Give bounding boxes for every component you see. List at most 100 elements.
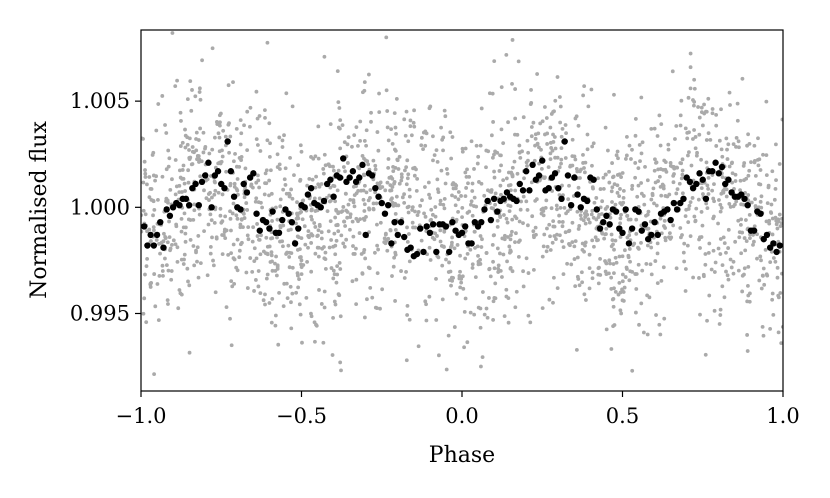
raw-point xyxy=(354,216,359,221)
raw-point xyxy=(294,290,299,295)
raw-point xyxy=(596,281,601,286)
raw-point xyxy=(421,130,426,135)
binned-point xyxy=(574,191,581,198)
raw-point xyxy=(231,159,236,164)
binned-point xyxy=(487,216,495,224)
raw-point xyxy=(442,206,447,211)
raw-point xyxy=(686,207,691,211)
raw-point xyxy=(758,199,763,204)
raw-point xyxy=(375,243,380,248)
raw-point xyxy=(680,191,685,196)
raw-point xyxy=(648,262,653,267)
binned-point xyxy=(513,197,520,205)
raw-point xyxy=(645,178,650,183)
raw-point xyxy=(354,277,359,282)
raw-point xyxy=(582,166,586,170)
raw-point xyxy=(577,224,582,228)
raw-point xyxy=(442,197,447,201)
raw-point xyxy=(350,279,355,284)
raw-point xyxy=(561,272,566,277)
raw-point xyxy=(370,295,375,300)
raw-point xyxy=(152,272,157,276)
raw-point xyxy=(356,144,360,148)
raw-point xyxy=(685,136,690,141)
raw-point xyxy=(242,195,247,200)
raw-point xyxy=(773,186,778,191)
raw-point xyxy=(388,183,393,188)
raw-point xyxy=(231,242,236,247)
raw-point xyxy=(386,157,391,161)
raw-point xyxy=(274,273,279,278)
raw-point xyxy=(718,209,723,214)
raw-point xyxy=(201,130,206,135)
raw-point xyxy=(692,103,696,108)
raw-point xyxy=(612,286,616,291)
raw-point xyxy=(145,182,149,187)
raw-point xyxy=(399,269,403,273)
raw-point xyxy=(635,194,640,199)
raw-point xyxy=(697,115,702,120)
raw-point xyxy=(232,257,237,262)
binned-point xyxy=(500,195,507,203)
raw-point xyxy=(220,192,225,197)
raw-point xyxy=(743,248,748,253)
raw-point xyxy=(719,107,723,112)
raw-point xyxy=(282,133,286,138)
raw-point xyxy=(427,245,432,250)
raw-point xyxy=(143,212,148,217)
raw-point xyxy=(245,109,250,114)
raw-point xyxy=(636,183,641,188)
raw-point xyxy=(502,213,506,217)
raw-point xyxy=(342,219,347,224)
raw-point xyxy=(542,176,547,181)
raw-point xyxy=(211,263,216,268)
raw-point xyxy=(229,251,234,256)
raw-point xyxy=(373,190,378,195)
raw-point xyxy=(161,239,166,244)
raw-point xyxy=(529,180,534,185)
raw-point xyxy=(278,204,283,209)
raw-point xyxy=(414,188,419,193)
binned-point xyxy=(590,176,597,183)
raw-point xyxy=(725,273,730,278)
raw-point xyxy=(604,226,609,231)
raw-point xyxy=(501,252,506,257)
raw-point xyxy=(427,294,432,299)
raw-point xyxy=(312,320,317,325)
raw-point xyxy=(354,246,358,251)
binned-point xyxy=(535,172,543,179)
raw-point xyxy=(639,240,643,245)
raw-point xyxy=(633,133,638,138)
raw-point xyxy=(557,213,562,218)
raw-point xyxy=(697,276,701,280)
raw-point xyxy=(600,199,605,204)
raw-point xyxy=(358,119,363,124)
raw-point xyxy=(238,222,243,227)
binned-point xyxy=(564,172,572,179)
raw-point xyxy=(514,289,519,294)
raw-point xyxy=(510,217,515,222)
raw-point xyxy=(632,241,637,246)
raw-point xyxy=(484,306,489,311)
raw-point xyxy=(160,174,165,179)
raw-point xyxy=(496,263,501,268)
raw-point xyxy=(194,248,198,253)
raw-point xyxy=(747,212,752,217)
raw-point xyxy=(289,326,294,331)
binned-point xyxy=(237,206,244,213)
raw-point xyxy=(281,223,286,228)
binned-point xyxy=(478,218,485,226)
raw-point xyxy=(174,222,179,227)
raw-point xyxy=(151,150,156,155)
raw-point xyxy=(688,200,693,205)
raw-point xyxy=(246,225,251,230)
raw-point xyxy=(594,196,599,200)
raw-point xyxy=(618,308,623,313)
raw-point xyxy=(141,180,146,185)
raw-point xyxy=(424,302,428,307)
raw-point xyxy=(548,125,553,130)
raw-point xyxy=(292,173,296,178)
raw-point xyxy=(637,322,641,327)
raw-point xyxy=(386,165,391,170)
raw-point xyxy=(633,161,638,165)
